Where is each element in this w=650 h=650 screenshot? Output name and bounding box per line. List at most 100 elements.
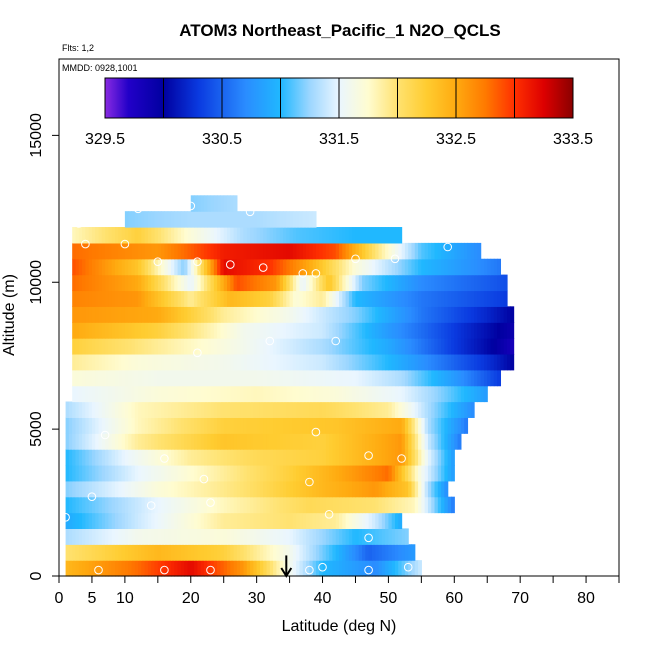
heatmap-cell <box>233 195 238 212</box>
heatmap-cell <box>309 449 314 466</box>
heatmap-cell <box>329 560 334 577</box>
heatmap-cell <box>263 338 268 355</box>
heatmap-cell <box>460 353 465 371</box>
heatmap-cell <box>289 385 294 403</box>
heatmap-cell <box>243 211 248 228</box>
heatmap-cell <box>378 496 383 514</box>
heatmap-cell <box>95 512 100 530</box>
heatmap-cell <box>115 512 119 530</box>
heatmap-cell <box>302 322 307 339</box>
heatmap-cell <box>68 449 73 466</box>
heatmap-cell <box>348 353 353 371</box>
heatmap-cell <box>72 242 77 260</box>
heatmap-cell <box>408 306 413 323</box>
observation-marker <box>193 348 202 358</box>
heatmap-cell <box>296 528 301 545</box>
heatmap-cell <box>174 274 179 292</box>
heatmap-cell <box>253 449 258 466</box>
heatmap-cell <box>398 227 403 244</box>
heatmap-cell <box>368 385 373 403</box>
heatmap-cell <box>236 417 241 434</box>
heatmap-cell <box>460 290 465 307</box>
heatmap-cell <box>283 512 287 530</box>
heatmap-cell <box>177 274 182 292</box>
heatmap-cell <box>368 544 373 561</box>
heatmap-cell <box>95 433 100 450</box>
heatmap-cell <box>444 338 449 355</box>
heatmap-cell <box>236 338 241 355</box>
heatmap-cell <box>98 464 103 482</box>
heatmap-cell <box>355 512 360 530</box>
heatmap-cell <box>454 369 459 387</box>
heatmap-cell <box>111 464 116 482</box>
heatmap-cell <box>319 433 324 450</box>
heatmap-cell <box>124 528 129 545</box>
heatmap-cell <box>184 464 189 482</box>
heatmap-cell <box>121 353 126 371</box>
heatmap-cell <box>124 290 129 307</box>
heatmap-cell <box>299 369 304 387</box>
heatmap-cell <box>322 449 327 466</box>
heatmap-cell <box>418 385 422 403</box>
heatmap-cell <box>75 227 80 244</box>
heatmap-cell <box>401 306 406 323</box>
heatmap-cell <box>358 560 363 577</box>
heatmap-cell <box>227 338 231 355</box>
heatmap-cell <box>174 353 179 371</box>
heatmap-cell <box>345 258 350 276</box>
heatmap-cell <box>322 242 327 260</box>
heatmap-cell <box>358 496 363 514</box>
heatmap-cell <box>460 258 465 276</box>
heatmap-cell <box>115 417 119 434</box>
heatmap-cell <box>451 306 455 323</box>
heatmap-cell <box>134 242 139 260</box>
heatmap-cell <box>177 480 182 498</box>
heatmap-cell <box>398 496 403 514</box>
heatmap-cell <box>233 433 238 450</box>
heatmap-cell <box>378 464 383 482</box>
heatmap-cell <box>368 401 373 418</box>
heatmap-cell <box>95 401 100 418</box>
heatmap-cell <box>200 528 205 545</box>
heatmap-cell <box>385 242 390 260</box>
heatmap-cell <box>467 274 472 292</box>
heatmap-cell <box>451 369 455 387</box>
heatmap-cell <box>421 401 426 418</box>
heatmap-cell <box>385 290 390 307</box>
heatmap-cell <box>315 560 320 577</box>
heatmap-cell <box>315 433 320 450</box>
heatmap-cell <box>233 385 238 403</box>
heatmap-cell <box>454 242 459 260</box>
heatmap-cell <box>404 464 409 482</box>
heatmap-cell <box>207 211 212 228</box>
heatmap-cell <box>134 417 139 434</box>
heatmap-cell <box>250 417 254 434</box>
heatmap-cell <box>352 528 357 545</box>
heatmap-cell <box>335 417 340 434</box>
heatmap-cell <box>487 306 492 323</box>
heatmap-cell <box>210 242 215 260</box>
heatmap-cell <box>197 480 202 498</box>
heatmap-cell <box>404 290 409 307</box>
heatmap-cell <box>134 369 139 387</box>
heatmap-cell <box>477 242 482 260</box>
heatmap-cell <box>75 322 80 339</box>
heatmap-cell <box>263 401 268 418</box>
heatmap-cell <box>227 322 231 339</box>
heatmap-cell <box>378 322 383 339</box>
heatmap-cell <box>457 274 462 292</box>
heatmap-cell <box>418 464 422 482</box>
heatmap-cell <box>470 338 475 355</box>
heatmap-cell <box>411 544 416 561</box>
heatmap-cell <box>78 274 83 292</box>
heatmap-cell <box>210 306 215 323</box>
heatmap-cell <box>194 496 198 514</box>
heatmap-cell <box>253 480 258 498</box>
heatmap-cell <box>335 480 340 498</box>
heatmap-cell <box>141 290 146 307</box>
heatmap-cell <box>203 290 208 307</box>
heatmap-cell <box>375 464 380 482</box>
heatmap-cell <box>408 322 413 339</box>
heatmap-cell <box>124 433 129 450</box>
heatmap-cell <box>398 338 403 355</box>
